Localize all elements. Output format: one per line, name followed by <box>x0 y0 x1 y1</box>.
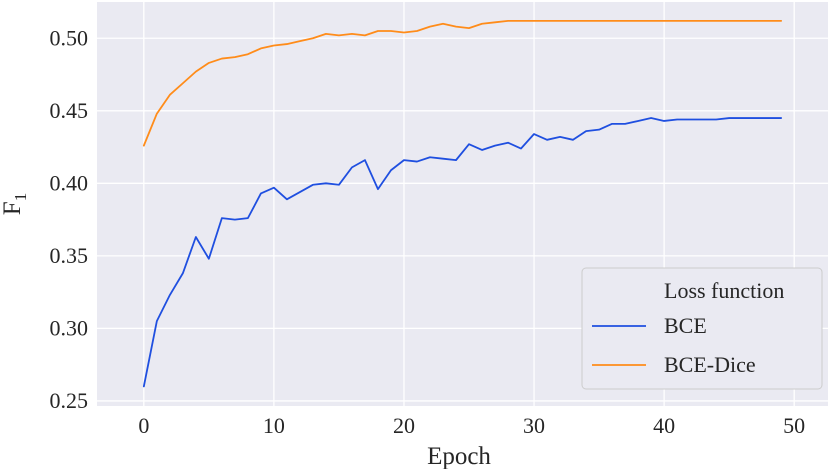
y-axis-label: F1 <box>0 193 30 215</box>
y-tick-label: 0.25 <box>50 388 89 413</box>
x-tick-label: 10 <box>263 413 285 438</box>
x-tick-label: 40 <box>653 413 675 438</box>
y-axis-label-group: F1 <box>0 193 30 215</box>
legend-title: Loss function <box>664 278 784 303</box>
y-tick-label: 0.45 <box>50 98 89 123</box>
x-tick-label: 30 <box>523 413 545 438</box>
grid <box>97 2 828 406</box>
legend-box <box>581 267 823 390</box>
y-axis-label-main: F <box>0 201 26 215</box>
y-tick-label: 0.35 <box>50 243 89 268</box>
series-layer <box>142 19 783 388</box>
x-tick-labels: 0 10 20 30 40 50 <box>138 413 805 438</box>
series-line-bce <box>142 117 783 388</box>
x-tick-label: 50 <box>783 413 805 438</box>
legend-label-bce-dice: BCE-Dice <box>664 352 756 377</box>
y-tick-labels: 0.25 0.30 0.35 0.40 0.45 0.50 <box>50 25 89 413</box>
y-tick-label: 0.40 <box>50 170 89 195</box>
x-tick-label: 20 <box>393 413 415 438</box>
legend-label-bce: BCE <box>664 313 707 338</box>
y-tick-label: 0.30 <box>50 315 89 340</box>
x-axis-label: Epoch <box>427 443 491 469</box>
series-line-bce-dice <box>142 19 783 147</box>
y-axis-label-subscript: 1 <box>11 193 30 202</box>
legend: Loss function BCE BCE-Dice <box>581 267 823 390</box>
x-tick-label: 0 <box>138 413 149 438</box>
y-tick-label: 0.50 <box>50 25 89 50</box>
